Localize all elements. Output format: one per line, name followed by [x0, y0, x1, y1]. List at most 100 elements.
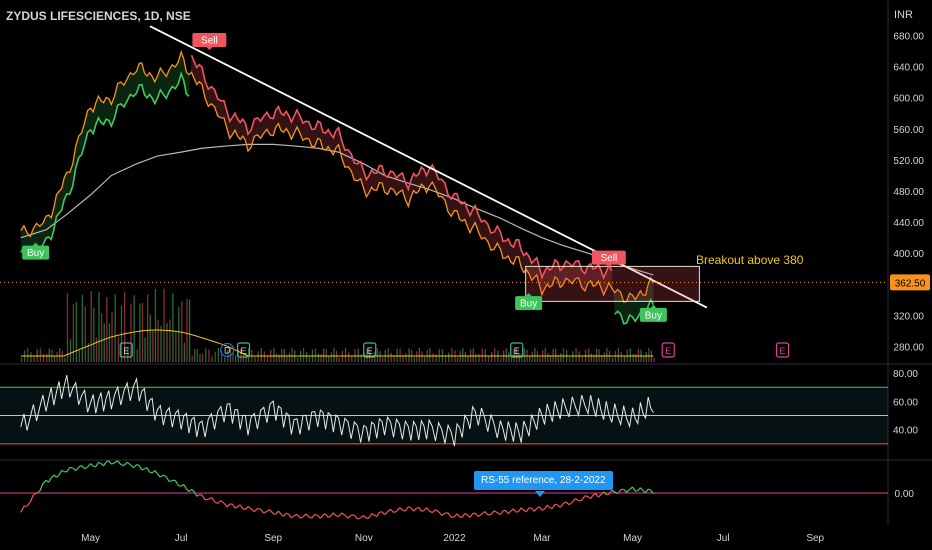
- trend-fill: [595, 264, 599, 286]
- buy-signal-badge-label: Buy: [27, 248, 44, 259]
- rs55-line: [528, 507, 532, 509]
- volume-bar: [569, 357, 571, 362]
- trend-fill: [413, 173, 417, 194]
- trend-fill: [64, 172, 67, 200]
- breakout-annotation[interactable]: Breakout above 380: [696, 253, 804, 267]
- rs55-line: [611, 489, 616, 493]
- trend-fill: [330, 134, 334, 155]
- buy-signal-badge-pointer: [525, 293, 532, 297]
- trend-fill: [311, 129, 315, 147]
- trend-fill: [617, 289, 621, 315]
- trend-fill: [544, 266, 548, 289]
- volume-bar: [260, 348, 262, 362]
- volume-bar: [181, 301, 183, 362]
- rs55-line: [642, 490, 646, 494]
- buy-signal-badge-label: Buy: [520, 299, 537, 310]
- trend-fill: [635, 295, 638, 322]
- volume-bar: [160, 325, 162, 362]
- rs55-line: [217, 500, 222, 504]
- trend-fill: [72, 146, 76, 186]
- price-axis-tick: 520.00: [893, 156, 924, 167]
- volume-bar: [464, 351, 467, 362]
- rs-reference-tooltip[interactable]: RS-55 reference, 28-2-2022: [474, 471, 613, 490]
- rs55-line: [647, 488, 652, 491]
- rs55-line: [169, 479, 173, 483]
- rs55-line: [39, 483, 44, 492]
- rs55-line: [20, 506, 25, 513]
- trend-fill: [547, 266, 550, 288]
- volume-bar: [562, 348, 565, 362]
- volume-bar: [451, 348, 453, 362]
- rs55-line: [191, 488, 195, 493]
- trend-fill: [650, 277, 654, 305]
- rs55-line: [496, 512, 501, 516]
- volume-bar: [648, 348, 650, 362]
- volume-bar: [344, 348, 347, 362]
- volume-bar: [396, 348, 398, 362]
- volume-bar: [224, 357, 226, 362]
- price-axis-tick: 480.00: [893, 187, 924, 198]
- rs55-line: [263, 510, 268, 514]
- volume-bar: [382, 357, 384, 362]
- volume-bar: [139, 303, 141, 362]
- rs55-line: [415, 506, 420, 510]
- volume-bar: [637, 348, 640, 362]
- last-price-tag: [890, 274, 930, 291]
- rs55-line: [568, 501, 573, 506]
- trend-fill: [531, 260, 535, 281]
- rs55-line: [544, 504, 548, 510]
- volume-bar: [518, 354, 520, 362]
- trend-fill: [254, 117, 258, 137]
- volume-bar: [296, 357, 299, 362]
- rs55-line: [84, 466, 88, 470]
- trend-fill: [242, 119, 246, 141]
- rsi-axis-tick: 80.00: [893, 369, 918, 380]
- rs55-line: [277, 510, 282, 515]
- trend-fill: [169, 64, 173, 92]
- trend-fill: [379, 165, 383, 183]
- rs55-line: [26, 501, 31, 507]
- volume-bar: [266, 356, 269, 362]
- rs55-line: [650, 489, 654, 495]
- volume-bar: [273, 348, 275, 362]
- rs55-line: [242, 508, 246, 511]
- time-axis-label: Sep: [806, 533, 824, 544]
- trend-fill: [214, 89, 218, 117]
- trend-fill: [335, 127, 339, 148]
- volume-bar: [531, 351, 533, 362]
- rs55-line: [291, 515, 295, 519]
- trend-fill: [351, 153, 355, 181]
- trend-fill: [444, 182, 449, 213]
- trend-fill: [459, 202, 463, 222]
- volume-bar: [208, 349, 210, 362]
- volume-bar: [521, 353, 523, 362]
- volume-bar: [286, 355, 288, 362]
- rs55-line: [531, 507, 535, 512]
- trend-fill: [348, 149, 352, 171]
- volume-bar: [413, 357, 415, 362]
- trend-fill: [518, 239, 522, 268]
- rs55-line: [626, 488, 631, 493]
- trend-fill: [357, 161, 361, 181]
- volume-bar: [405, 353, 407, 362]
- rs55-line: [399, 507, 403, 511]
- trend-fill: [130, 72, 134, 97]
- rs55-line: [520, 507, 525, 511]
- trend-fill: [100, 100, 104, 125]
- rs55-line: [523, 509, 527, 513]
- time-axis-label: May: [623, 533, 642, 544]
- rs55-line: [325, 513, 329, 518]
- trend-fill: [503, 240, 506, 259]
- trend-fill: [133, 71, 137, 97]
- trend-fill: [98, 96, 101, 123]
- rs55-line: [253, 508, 258, 513]
- rs55-line: [269, 509, 274, 515]
- trend-fill: [569, 263, 573, 284]
- rs55-line: [250, 508, 255, 513]
- rs55-line: [160, 474, 164, 478]
- volume-bar: [220, 350, 223, 362]
- rs55-line: [231, 503, 236, 509]
- rs55-line: [608, 489, 613, 495]
- rs55-line: [645, 488, 649, 493]
